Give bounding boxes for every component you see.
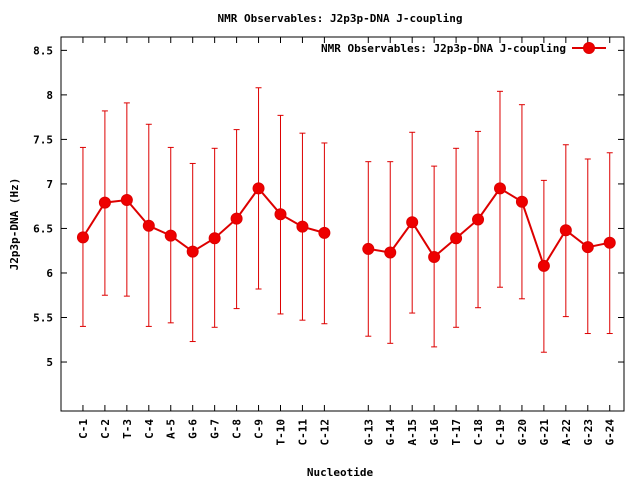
y-tick-label: 6.5	[33, 222, 53, 235]
legend: NMR Observables: J2p3p-DNA J-coupling	[321, 42, 606, 55]
data-point	[362, 242, 375, 255]
y-tick-label: 7	[46, 178, 53, 191]
x-tick-label: A-15	[406, 419, 419, 446]
legend-label: NMR Observables: J2p3p-DNA J-coupling	[321, 42, 566, 55]
data-point	[428, 250, 441, 263]
data-point	[537, 259, 550, 272]
x-tick-label: G-16	[428, 419, 441, 446]
data-point	[76, 231, 89, 244]
y-tick-label: 6	[46, 267, 53, 280]
data-point	[208, 232, 221, 245]
data-point	[98, 196, 111, 209]
data-point	[274, 208, 287, 221]
x-tick-label: C-9	[253, 419, 266, 439]
x-tick-label: C-11	[296, 419, 309, 446]
x-tick-label: T-3	[121, 419, 134, 439]
data-point	[142, 219, 155, 232]
y-tick-label: 8	[46, 89, 53, 102]
x-tick-label: C-2	[99, 419, 112, 439]
data-point	[252, 182, 265, 195]
data-point	[296, 220, 309, 233]
data-point	[450, 232, 463, 245]
x-tick-label: C-12	[318, 419, 331, 446]
x-tick-label: G-14	[384, 419, 397, 446]
x-tick-label: G-21	[538, 419, 551, 446]
data-point	[318, 226, 331, 239]
x-tick-label: C-4	[143, 419, 156, 439]
x-tick-label: T-17	[450, 419, 463, 446]
x-tick-label: G-23	[582, 419, 595, 446]
data-point	[581, 241, 594, 254]
series-line	[82, 186, 610, 269]
data-point	[472, 213, 485, 226]
x-axis-label: Nucleotide	[307, 466, 374, 479]
y-axis-label: J2p3p-DNA (Hz)	[8, 178, 21, 271]
x-axis: C-1 C-2 T-3 C-4 A-5 G-6 G-7 C-8 C-9 T-10 C-11 C-12 G…	[77, 37, 617, 446]
data-point	[559, 224, 572, 237]
data-point	[120, 193, 133, 206]
x-tick-label: G-20	[516, 419, 529, 446]
y-tick-label: 5	[46, 356, 53, 369]
plot-area	[60, 36, 625, 412]
y-tick-label: 8.5	[33, 44, 53, 57]
y-tick-label: 5.5	[33, 312, 53, 325]
data-point	[186, 245, 199, 258]
data-point	[406, 216, 419, 229]
x-tick-label: C-1	[77, 419, 90, 439]
data-point	[515, 195, 528, 208]
y-tick-label: 7.5	[33, 133, 53, 146]
x-tick-label: G-24	[604, 419, 617, 446]
error-bars	[79, 87, 613, 353]
x-tick-label: C-8	[231, 419, 244, 439]
y-axis: 5 5.5 6 6.5 7 7.5 8 8.5	[33, 44, 624, 369]
x-tick-label: C-18	[472, 419, 485, 446]
legend-marker	[583, 42, 595, 54]
x-tick-label: G-7	[209, 419, 222, 439]
x-tick-label: G-13	[362, 419, 375, 446]
x-tick-label: G-6	[187, 419, 200, 439]
data-point	[493, 182, 506, 195]
data-point	[230, 212, 243, 225]
x-tick-label: T-10	[274, 419, 287, 446]
data-point	[384, 246, 397, 259]
x-tick-label: C-19	[494, 419, 507, 446]
data-point	[603, 236, 616, 249]
x-tick-label: A-5	[165, 419, 178, 439]
x-tick-label: A-22	[560, 419, 573, 446]
plot-frame	[60, 36, 625, 412]
data-point	[164, 229, 177, 242]
data-points	[76, 182, 616, 272]
chart-title: NMR Observables: J2p3p-DNA J-coupling	[217, 12, 462, 25]
